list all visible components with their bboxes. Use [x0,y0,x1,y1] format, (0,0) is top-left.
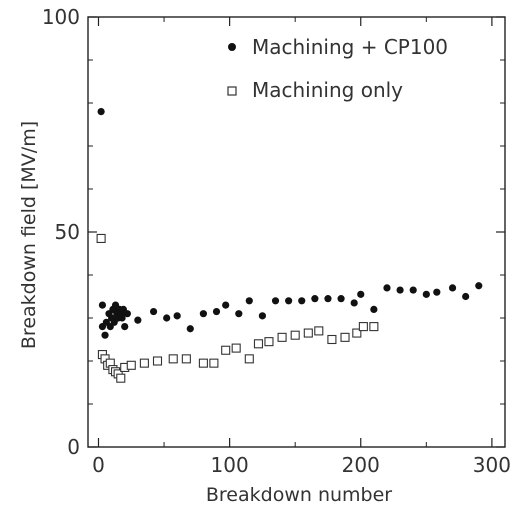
point-machining-only [264,337,274,347]
point-machining-cp100 [222,301,230,309]
point-machining-cp100 [422,290,430,298]
point-machining-cp100 [448,284,457,292]
point-machining-cp100 [462,292,470,301]
point-machining-only [221,345,231,355]
point-machining-only [231,343,241,353]
legend: Machining + CP100 Machining only [227,35,448,102]
point-machining-cp100 [212,307,221,316]
x-tick-label: 200 [342,453,380,477]
point-machining-only [209,358,219,368]
point-machining-cp100 [245,297,253,305]
point-machining-only [314,326,324,336]
point-machining-cp100 [149,307,158,316]
point-machining-cp100 [350,299,358,307]
point-machining-only [369,322,379,332]
point-machining-only [139,358,149,368]
x-axis-label: Breakdown number [206,484,392,506]
legend-label-machining-cp100: Machining + CP100 [252,35,448,59]
y-tick-label: 0 [67,435,80,459]
point-machining-cp100 [101,331,109,339]
point-machining-cp100 [324,295,332,303]
point-machining-only [244,354,254,364]
point-machining-cp100 [134,316,142,324]
point-machining-cp100 [163,314,171,322]
point-machining-only [152,356,163,366]
point-machining-only [303,328,313,338]
point-machining-cp100 [298,297,306,305]
point-machining-cp100 [271,297,280,305]
point-machining-only [277,332,287,342]
x-axis-ticks: 0 100 200 300 [92,17,511,477]
point-machining-cp100 [409,286,417,294]
x-tick-label: 0 [92,453,105,477]
point-machining-only [198,358,208,368]
point-machining-only [116,373,126,383]
point-machining-only [352,328,362,338]
point-machining-cp100 [98,301,107,309]
point-machining-cp100 [433,288,441,296]
point-machining-only [290,330,300,340]
point-machining-cp100 [235,310,243,318]
point-machining-cp100 [123,310,131,318]
point-machining-cp100 [118,314,126,322]
legend-marker-machining-cp100 [228,43,236,51]
point-machining-only [168,354,178,364]
legend-label-machining-only: Machining only [252,78,403,102]
point-machining-only [327,334,337,345]
x-tick-label: 100 [211,453,249,477]
y-axis-ticks: 0 50 100 [42,5,505,459]
point-machining-only [126,360,136,370]
point-machining-cp100 [370,305,378,313]
point-machining-cp100 [475,282,483,290]
point-machining-cp100 [357,290,365,298]
point-machining-only [253,339,264,349]
point-machining-cp100 [311,295,319,303]
y-tick-label: 50 [55,220,80,244]
point-machining-cp100 [383,284,391,292]
point-machining-cp100 [121,323,129,331]
point-machining-cp100 [199,310,207,318]
data-points [96,108,483,383]
y-tick-label: 100 [42,5,80,29]
point-machining-cp100 [97,108,105,116]
point-machining-cp100 [396,286,404,294]
point-machining-cp100 [337,295,345,303]
point-machining-cp100 [258,312,267,320]
y-axis-label: Breakdown field [MV/m] [18,121,40,349]
point-machining-only [96,233,106,243]
point-machining-only [340,332,350,342]
x-tick-label: 300 [473,453,511,477]
point-machining-only [358,322,368,332]
point-machining-only [181,354,191,364]
legend-marker-machining-only [227,86,237,96]
point-machining-cp100 [173,312,181,320]
point-machining-cp100 [285,297,293,305]
point-machining-cp100 [186,325,194,333]
